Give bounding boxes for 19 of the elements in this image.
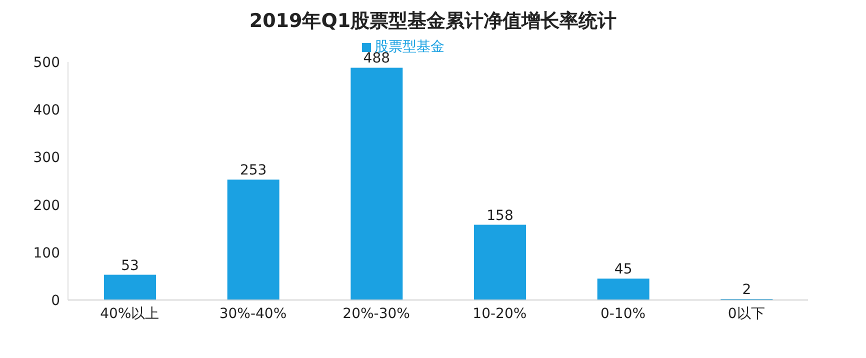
y-tick-label: 200 (33, 198, 60, 214)
y-tick-label: 100 (33, 245, 60, 262)
x-tick-label: 30%-40% (219, 306, 287, 322)
y-tick-label: 500 (33, 54, 60, 71)
data-label: 488 (363, 50, 390, 67)
x-tick-label: 40%以上 (100, 306, 160, 322)
y-tick-label: 300 (33, 150, 60, 166)
x-tick-label: 10-20% (472, 306, 527, 322)
x-tick-label: 20%-30% (342, 306, 410, 322)
data-label: 2 (742, 282, 752, 298)
data-label: 158 (486, 208, 514, 224)
x-tick-label: 0-10% (600, 306, 646, 322)
chart-title: 2019年Q1股票型基金累计净值增长率统计 (248, 9, 618, 34)
data-label: 53 (121, 258, 139, 274)
data-label: 45 (614, 262, 632, 278)
y-tick-label: 0 (51, 292, 60, 309)
data-label: 253 (240, 162, 267, 179)
y-tick-label: 400 (33, 102, 60, 119)
x-tick-label: 0以下 (728, 306, 765, 322)
